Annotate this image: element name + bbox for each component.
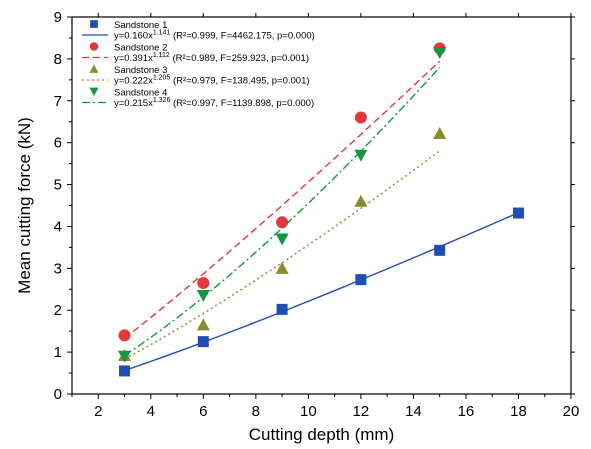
data-point: [354, 194, 368, 207]
legend-label: Sandstone 3: [114, 65, 167, 76]
legend-marker: [89, 87, 99, 97]
y-tick-label: 2: [54, 302, 62, 319]
y-tick-label: 1: [54, 344, 62, 361]
data-point: [512, 207, 524, 219]
x-tick-label: 16: [458, 403, 475, 420]
x-tick-label: 12: [353, 403, 370, 420]
data-point: [433, 47, 447, 60]
data-point: [275, 261, 289, 274]
plot-area: [118, 42, 524, 377]
data-point: [354, 149, 368, 162]
x-tick-label: 10: [300, 403, 317, 420]
fit-line: [124, 212, 519, 372]
legend-entry-3: Sandstone 3y=0.222x1.205 (R²=0.979, F=13…: [82, 64, 310, 87]
data-point: [355, 274, 367, 286]
data-point: [118, 329, 131, 342]
y-tick-label: 5: [54, 177, 62, 194]
legend-marker: [90, 20, 98, 28]
legend-entry-1: Sandstone 1y=0.160x1.141 (R²=0.999, F=44…: [82, 20, 315, 42]
y-tick-label: 4: [54, 218, 62, 235]
legend: Sandstone 1y=0.160x1.141 (R²=0.999, F=44…: [82, 20, 315, 109]
fit-line: [124, 150, 441, 360]
legend-label: Sandstone 2: [114, 43, 167, 54]
legend-equation: y=0.222x1.205 (R²=0.979, F=138.495, p=0.…: [114, 75, 310, 87]
legend-entry-2: Sandstone 2y=0.391x1.112 (R²=0.989, F=25…: [82, 42, 309, 64]
x-tick-label: 4: [147, 403, 155, 420]
series-1: [119, 207, 524, 377]
y-axis-title: Mean cutting force (kN): [15, 117, 34, 294]
data-point: [119, 365, 131, 377]
y-tick-label: 3: [54, 260, 62, 277]
data-point: [196, 318, 210, 331]
legend-label: Sandstone 1: [114, 20, 167, 31]
data-point: [197, 276, 210, 289]
legend-equation: y=0.391x1.112 (R²=0.989, F=259.923, p=0.…: [114, 52, 309, 64]
fit-line: [124, 60, 441, 339]
y-tick-label: 8: [54, 51, 62, 68]
y-tick-label: 6: [54, 135, 62, 152]
data-point: [434, 244, 446, 256]
series-4: [118, 47, 447, 363]
legend-label: Sandstone 4: [114, 88, 167, 99]
series-2: [118, 42, 446, 342]
legend-equation: y=0.160x1.141 (R²=0.999, F=4462.175, p=0…: [114, 30, 315, 42]
x-tick-label: 20: [563, 403, 580, 420]
data-point: [433, 126, 447, 139]
legend-marker: [89, 42, 99, 51]
y-tick-label: 0: [54, 386, 62, 403]
data-point: [354, 111, 367, 124]
y-tick-label: 9: [54, 9, 62, 26]
data-point: [118, 350, 132, 363]
y-tick-label: 7: [54, 93, 62, 110]
legend-entry-4: Sandstone 4y=0.215x1.326 (R²=0.997, F=11…: [82, 87, 314, 109]
x-tick-label: 14: [405, 403, 422, 420]
x-axis-title: Cutting depth (mm): [249, 425, 395, 444]
x-tick-label: 6: [199, 403, 207, 420]
fit-line: [124, 66, 441, 356]
data-point: [276, 303, 288, 315]
legend-equation: y=0.215x1.326 (R²=0.997, F=1139.898, p=0…: [114, 97, 314, 109]
data-point: [276, 216, 289, 229]
x-tick-label: 2: [94, 403, 102, 420]
x-tick-label: 8: [252, 403, 260, 420]
data-point: [197, 336, 209, 348]
x-tick-label: 18: [510, 403, 527, 420]
data-point: [275, 233, 289, 246]
data-point: [196, 290, 210, 303]
legend-marker: [89, 64, 99, 73]
